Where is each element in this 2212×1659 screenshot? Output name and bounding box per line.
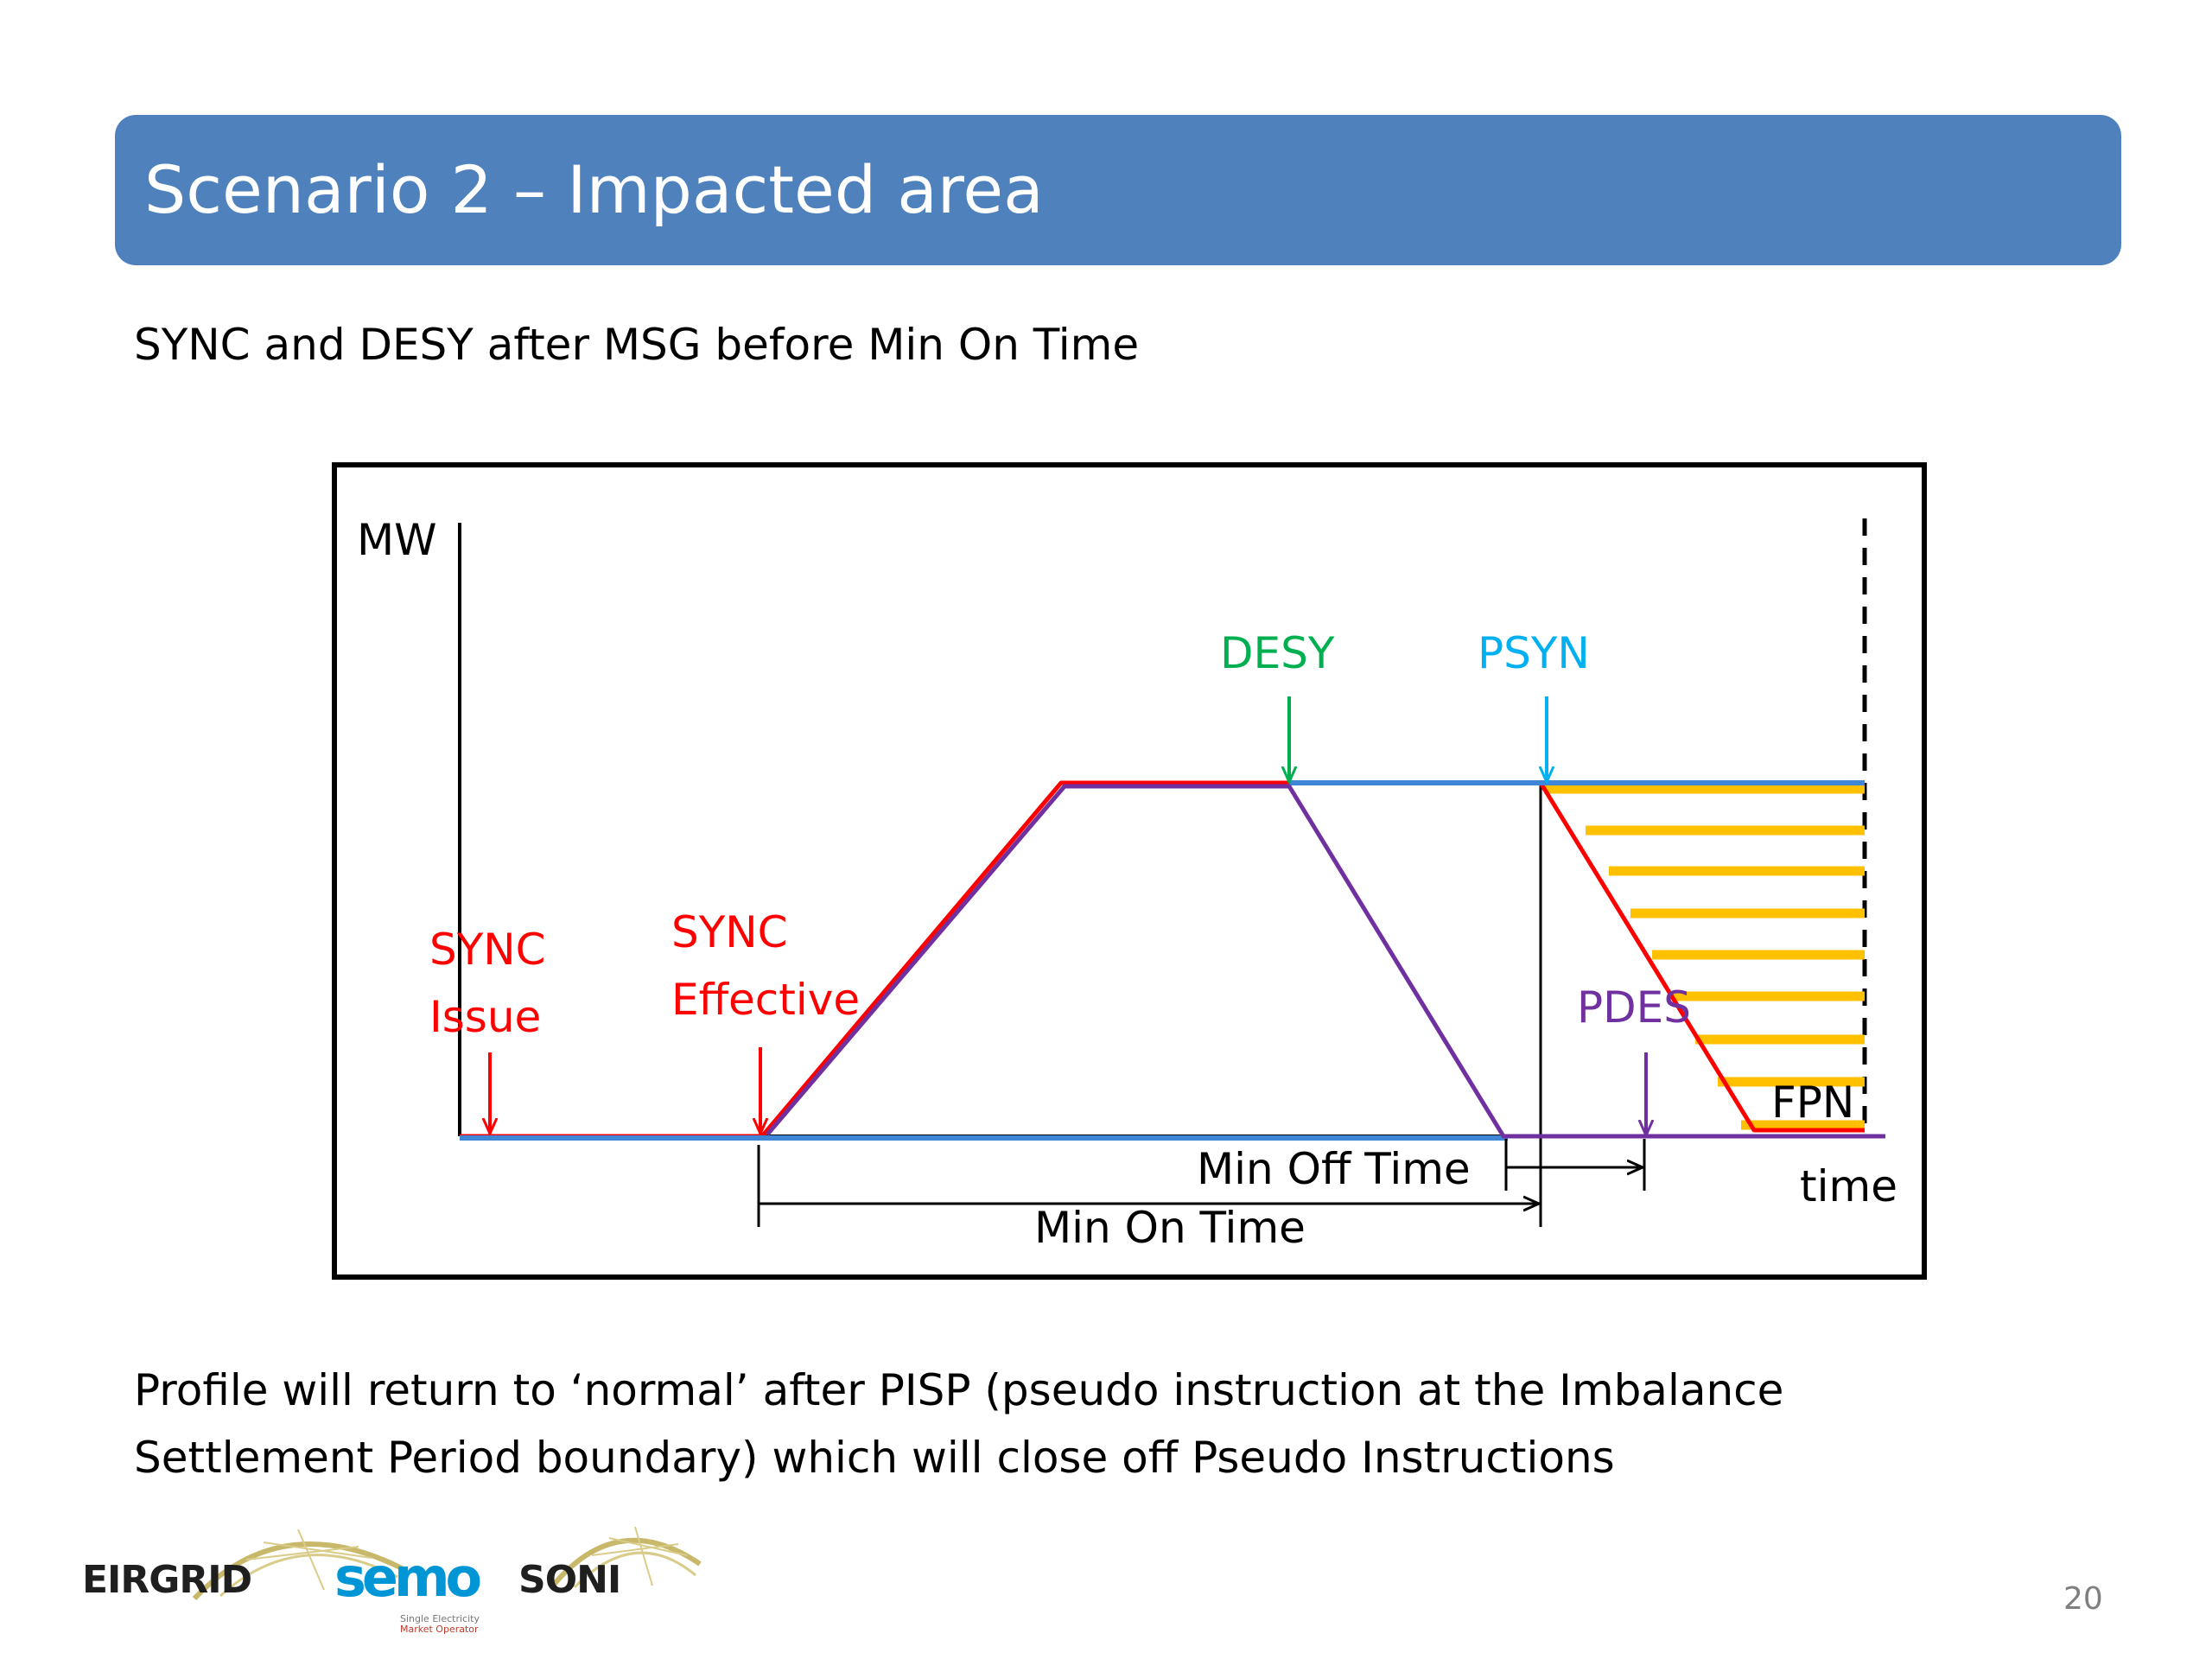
eirgrid-logo: EIRGRID: [82, 1558, 252, 1602]
fpn-label: FPN: [1771, 1077, 1854, 1128]
sync-issue-label-line2: Issue: [429, 992, 541, 1042]
semo-tagline-line1: Single Electricity: [400, 1613, 480, 1624]
note-line-1: Profile will return to ‘normal’ after PI…: [134, 1365, 1784, 1415]
semo-logo: semo: [334, 1546, 482, 1609]
footer-logos: EIRGRID semo Single Electricity Market O…: [82, 1516, 704, 1637]
sync-effective-label-line1: SYNC: [671, 907, 788, 957]
semo-tagline-line2: Market Operator: [400, 1624, 479, 1635]
x-axis-label: time: [1800, 1161, 1897, 1211]
soni-arc-icon: [550, 1526, 702, 1589]
slide-subtitle: SYNC and DESY after MSG before Min On Ti…: [134, 320, 1140, 370]
sync-issue-label-line1: SYNC: [429, 925, 546, 975]
note-line-2: Settlement Period boundary) which will c…: [134, 1433, 1615, 1483]
pdes-label: PDES: [1577, 982, 1691, 1033]
desy-label: DESY: [1220, 628, 1335, 678]
slide-title: Scenario 2 – Impacted area: [144, 151, 1044, 228]
min-on-time-label: Min On Time: [1034, 1203, 1306, 1253]
fpn-hatching: [1544, 784, 1865, 1130]
min-off-time-label: Min Off Time: [1197, 1144, 1471, 1194]
title-banner: Scenario 2 – Impacted area: [115, 115, 2121, 265]
diagram-frame: [332, 462, 1927, 1280]
desy-profile-purple: [766, 784, 1885, 1139]
page-number: 20: [2063, 1581, 2103, 1617]
sync-effective-label-line2: Effective: [671, 975, 860, 1025]
y-axis-label: MW: [357, 515, 437, 565]
eirgrid-arc-icon: [192, 1529, 404, 1601]
slide-note: Profile will return to ‘normal’ after PI…: [134, 1357, 1783, 1491]
psyn-label: PSYN: [1478, 628, 1590, 678]
soni-logo: SONI: [518, 1558, 621, 1602]
